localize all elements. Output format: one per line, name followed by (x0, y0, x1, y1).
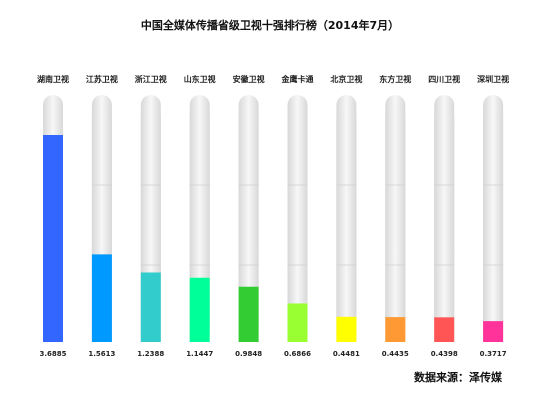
bar (483, 321, 504, 342)
category-label: 北京卫视 (330, 74, 362, 84)
category-label: 四川卫视 (428, 74, 460, 84)
bar-group: 深圳卫视 0.3717 (477, 74, 509, 358)
value-label: 1.2388 (137, 350, 164, 358)
value-label: 3.6885 (39, 350, 66, 358)
bar (238, 286, 259, 342)
bar-group: 四川卫视 0.4398 (428, 74, 460, 358)
category-label: 东方卫视 (379, 74, 411, 84)
bar (91, 254, 112, 342)
bar (140, 272, 161, 342)
bar-track-body (483, 115, 504, 342)
bar (385, 317, 406, 342)
value-label: 0.3717 (480, 350, 507, 358)
value-label: 0.4435 (382, 350, 409, 358)
category-label: 湖南卫视 (37, 74, 69, 84)
bar-track-body (287, 115, 308, 342)
value-label: 1.5613 (88, 350, 115, 358)
value-label: 0.4481 (333, 350, 360, 358)
bar-group: 江苏卫视 1.5613 (86, 74, 118, 358)
category-label: 金鹰卡通 (281, 74, 314, 84)
chart-title: 中国全媒体传播省级卫视十强排行榜（2014年7月） (140, 19, 400, 32)
bar (434, 317, 455, 342)
bar-track-body (238, 115, 259, 342)
value-label: 0.9848 (235, 350, 262, 358)
bar-group: 浙江卫视 1.2388 (135, 74, 167, 358)
bar-group: 金鹰卡通 0.6866 (281, 74, 314, 358)
value-label: 0.4398 (431, 350, 458, 358)
source-note: 数据来源：泽传媒 (414, 371, 502, 384)
bar-group: 东方卫视 0.4435 (379, 74, 411, 358)
bar-track-body (434, 115, 455, 342)
bar-group: 山东卫视 1.1447 (184, 74, 216, 358)
bar-group: 北京卫视 0.4481 (330, 74, 362, 358)
category-label: 安徽卫视 (233, 74, 265, 84)
bar (43, 135, 63, 342)
bar (189, 277, 210, 342)
bar-track-body (336, 115, 357, 342)
category-label: 深圳卫视 (477, 74, 509, 84)
bar-track-body (385, 115, 406, 342)
value-label: 1.1447 (186, 350, 213, 358)
category-label: 江苏卫视 (86, 74, 118, 84)
category-label: 山东卫视 (184, 74, 216, 84)
bar-group: 湖南卫视 3.6885 (37, 74, 69, 358)
bar-group: 安徽卫视 0.9848 (233, 74, 265, 358)
category-label: 浙江卫视 (135, 74, 167, 84)
value-label: 0.6866 (284, 350, 311, 358)
bar (287, 303, 308, 342)
bar (336, 316, 357, 342)
